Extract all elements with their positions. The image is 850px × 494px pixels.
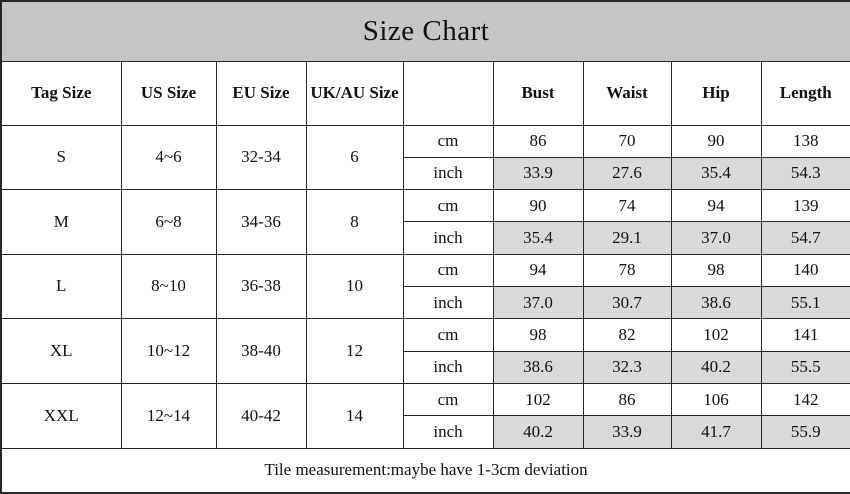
length-inch-cell: 55.9 xyxy=(760,415,850,449)
table-row: inch 40.2 33.9 41.7 55.9 xyxy=(1,415,850,449)
column-header-us-size: US Size xyxy=(120,60,217,126)
us-size-cell: 10~12 xyxy=(120,318,217,384)
waist-inch-cell: 32.3 xyxy=(582,350,672,384)
hip-inch-cell: 37.0 xyxy=(670,221,762,255)
length-inch-cell: 55.1 xyxy=(760,285,850,320)
eu-size-cell: 32-34 xyxy=(215,124,307,191)
eu-size-cell: 34-36 xyxy=(215,189,307,255)
ukau-size-cell: 12 xyxy=(305,318,404,384)
unit-inch-cell: inch xyxy=(402,285,494,320)
unit-inch-cell: inch xyxy=(402,350,494,384)
column-header-hip: Hip xyxy=(670,60,762,126)
length-cm-cell: 142 xyxy=(760,382,850,417)
tag-size-cell: M xyxy=(0,189,122,255)
length-cm-cell: 140 xyxy=(760,253,850,287)
column-header-length: Length xyxy=(760,60,850,126)
bust-cm-cell: 98 xyxy=(492,318,584,352)
waist-inch-cell: 33.9 xyxy=(582,415,672,449)
us-size-cell: 6~8 xyxy=(120,189,217,255)
unit-inch-cell: inch xyxy=(402,415,494,449)
bust-cm-cell: 94 xyxy=(492,253,584,287)
waist-cm-cell: 78 xyxy=(582,253,672,287)
unit-cm-cell: cm xyxy=(402,382,494,417)
footer-row: Tile measurement:maybe have 1-3cm deviat… xyxy=(0,447,850,494)
tag-size-cell: XL xyxy=(0,318,122,384)
eu-size-cell: 40-42 xyxy=(215,382,307,449)
waist-cm-cell: 86 xyxy=(582,382,672,417)
table-row: inch 33.9 27.6 35.4 54.3 xyxy=(1,156,850,191)
table-row: inch 37.0 30.7 38.6 55.1 xyxy=(1,285,850,320)
waist-inch-cell: 29.1 xyxy=(582,221,672,255)
unit-inch-cell: inch xyxy=(402,156,494,191)
hip-cm-cell: 106 xyxy=(670,382,762,417)
title-row: Size Chart xyxy=(0,0,850,62)
table-row: inch 38.6 32.3 40.2 55.5 xyxy=(1,350,850,384)
hip-cm-cell: 94 xyxy=(670,189,762,223)
column-header-tag-size: Tag Size xyxy=(0,60,122,126)
bust-inch-cell: 37.0 xyxy=(492,285,584,320)
tag-size-cell: XXL xyxy=(0,382,122,449)
length-cm-cell: 141 xyxy=(760,318,850,352)
eu-size-cell: 38-40 xyxy=(215,318,307,384)
bust-cm-cell: 86 xyxy=(492,124,584,158)
hip-cm-cell: 102 xyxy=(670,318,762,352)
tag-size-cell: L xyxy=(0,253,122,320)
ukau-size-cell: 10 xyxy=(305,253,404,320)
unit-inch-cell: inch xyxy=(402,221,494,255)
waist-cm-cell: 70 xyxy=(582,124,672,158)
table-row: S 4~6 32-34 6 cm 86 70 90 138 xyxy=(0,124,850,191)
bust-inch-cell: 40.2 xyxy=(492,415,584,449)
waist-inch-cell: 30.7 xyxy=(582,285,672,320)
unit-cm-cell: cm xyxy=(402,253,494,287)
unit-cm-cell: cm xyxy=(402,318,494,352)
eu-size-cell: 36-38 xyxy=(215,253,307,320)
bust-cm-cell: 90 xyxy=(492,189,584,223)
column-header-eu-size: EU Size xyxy=(215,60,307,126)
length-inch-cell: 54.3 xyxy=(760,156,850,191)
table-row: XL 10~12 38-40 12 cm 98 82 102 141 xyxy=(0,318,850,384)
table-row: M 6~8 34-36 8 cm 90 74 94 139 xyxy=(0,189,850,255)
table-row: XXL 12~14 40-42 14 cm 102 86 106 142 xyxy=(0,382,850,449)
column-header-unit xyxy=(402,60,494,126)
column-header-bust: Bust xyxy=(492,60,584,126)
hip-inch-cell: 38.6 xyxy=(670,285,762,320)
length-cm-cell: 138 xyxy=(760,124,850,158)
footer-note: Tile measurement:maybe have 1-3cm deviat… xyxy=(0,447,850,494)
tag-size-cell: S xyxy=(0,124,122,191)
header-row: Tag Size US Size EU Size UK/AU Size Bust… xyxy=(0,60,850,126)
unit-cm-cell: cm xyxy=(402,189,494,223)
bust-inch-cell: 35.4 xyxy=(492,221,584,255)
bust-cm-cell: 102 xyxy=(492,382,584,417)
hip-inch-cell: 40.2 xyxy=(670,350,762,384)
hip-cm-cell: 90 xyxy=(670,124,762,158)
bust-inch-cell: 38.6 xyxy=(492,350,584,384)
waist-cm-cell: 74 xyxy=(582,189,672,223)
column-header-ukau-size: UK/AU Size xyxy=(305,60,404,126)
length-inch-cell: 54.7 xyxy=(760,221,850,255)
length-cm-cell: 139 xyxy=(760,189,850,223)
hip-inch-cell: 41.7 xyxy=(670,415,762,449)
waist-cm-cell: 82 xyxy=(582,318,672,352)
table-row: L 8~10 36-38 10 cm 94 78 98 140 xyxy=(0,253,850,320)
bust-inch-cell: 33.9 xyxy=(492,156,584,191)
ukau-size-cell: 8 xyxy=(305,189,404,255)
hip-inch-cell: 35.4 xyxy=(670,156,762,191)
waist-inch-cell: 27.6 xyxy=(582,156,672,191)
us-size-cell: 4~6 xyxy=(120,124,217,191)
ukau-size-cell: 14 xyxy=(305,382,404,449)
us-size-cell: 8~10 xyxy=(120,253,217,320)
size-rows: S 4~6 32-34 6 cm 86 70 90 138 inch 33.9 27.6 35.4 54.… xyxy=(0,124,850,449)
us-size-cell: 12~14 xyxy=(120,382,217,449)
table-row: inch 35.4 29.1 37.0 54.7 xyxy=(1,221,850,255)
length-inch-cell: 55.5 xyxy=(760,350,850,384)
hip-cm-cell: 98 xyxy=(670,253,762,287)
column-header-waist: Waist xyxy=(582,60,672,126)
ukau-size-cell: 6 xyxy=(305,124,404,191)
page-title: Size Chart xyxy=(0,0,850,62)
unit-cm-cell: cm xyxy=(402,124,494,158)
